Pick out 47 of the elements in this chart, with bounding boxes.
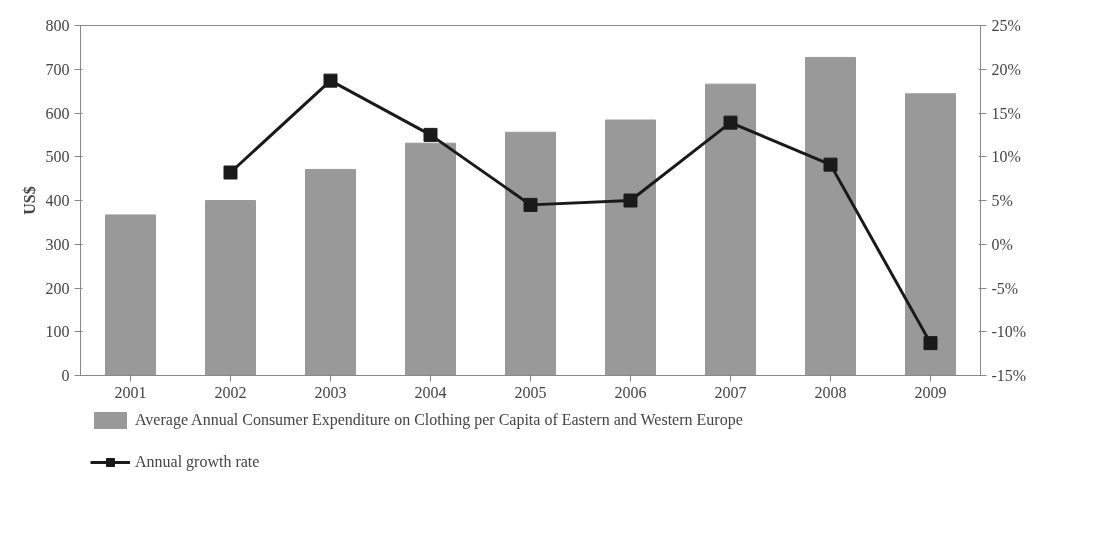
- x-tick-label: 2004: [414, 383, 447, 401]
- y2-tick-label: 10%: [991, 148, 1021, 166]
- y-tick-label: 500: [45, 148, 70, 166]
- x-tick-label: 2008: [814, 383, 847, 401]
- y2-tick-label: 5%: [991, 192, 1013, 209]
- y-tick-label: 400: [45, 192, 70, 209]
- point: [523, 197, 538, 212]
- y-tick-label: 300: [45, 235, 70, 253]
- y2-tick-label: 15%: [991, 104, 1021, 122]
- y2-tick-label: -5%: [991, 279, 1019, 297]
- bar: [505, 131, 556, 376]
- x-tick-label: 2003: [314, 383, 347, 401]
- point: [323, 73, 338, 88]
- y-tick-label: 700: [45, 60, 70, 78]
- y-tick-label: 0: [61, 367, 70, 384]
- x-tick-label: 2005: [514, 383, 547, 401]
- point: [223, 165, 238, 180]
- x-tick-label: 2006: [614, 383, 647, 401]
- bar: [405, 142, 456, 376]
- bar: [705, 83, 756, 376]
- y2-tick-label: -15%: [991, 367, 1027, 384]
- point: [923, 336, 938, 351]
- y2-tick-label: 0%: [991, 235, 1013, 253]
- y-tick-label: 100: [45, 323, 70, 341]
- y-tick-label: 200: [45, 279, 70, 297]
- bar: [905, 93, 956, 376]
- bar: [605, 119, 656, 376]
- bar: [205, 200, 256, 376]
- x-tick-label: 2009: [914, 383, 947, 401]
- point: [623, 193, 638, 208]
- y2-tick-label: 20%: [991, 60, 1021, 78]
- bar: [805, 56, 856, 376]
- y-axis-title: US$: [20, 186, 38, 215]
- bar: [305, 168, 356, 376]
- y2-tick-label: 25%: [991, 17, 1021, 34]
- y-tick-label: 600: [45, 104, 70, 122]
- point: [823, 157, 838, 172]
- x-tick-label: 2001: [114, 383, 147, 401]
- x-tick-label: 2007: [714, 383, 747, 401]
- legend-label: Annual growth rate: [135, 453, 260, 471]
- bar: [105, 214, 156, 376]
- legend-label: Average Annual Consumer Expenditure on Clothing per Capita of Eastern and Western Europe: [135, 411, 743, 429]
- y2-tick-label: -10%: [991, 323, 1027, 341]
- x-tick-label: 2002: [214, 383, 247, 401]
- point: [723, 115, 738, 130]
- y-tick-label: 800: [45, 17, 70, 34]
- point: [423, 127, 438, 142]
